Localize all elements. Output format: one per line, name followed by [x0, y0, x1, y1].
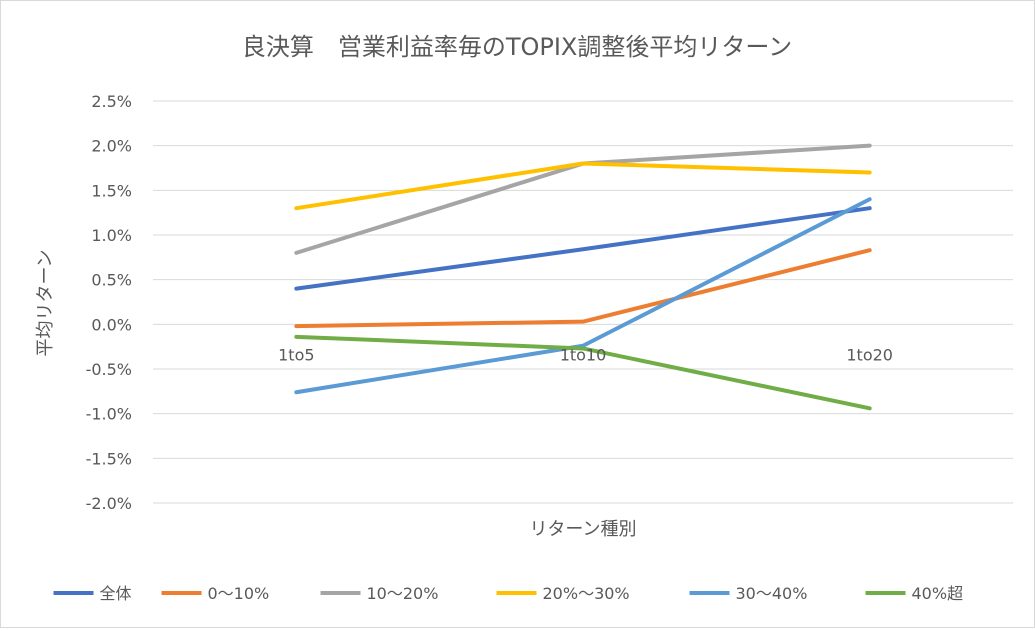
y-axis-ticks: 2.5% 2.0% 1.5% 1.0% 0.5% 0.0% -0.5% -1.0% -1.5% -… — [86, 92, 132, 513]
y-tick-label: -1.5% — [86, 449, 132, 468]
x-tick-label: 1to20 — [846, 345, 893, 364]
y-tick-label: 0.0% — [91, 315, 132, 334]
legend-entry: 40%超 — [912, 584, 964, 603]
y-axis-label: 平均リターン — [35, 249, 56, 356]
x-tick-label: 1to5 — [278, 345, 314, 364]
legend-entry: 20%～30% — [543, 584, 630, 603]
chart-title: 良決算 営業利益率毎のTOPIX調整後平均リターン — [242, 33, 792, 61]
legend-entry: 10～20% — [367, 584, 439, 603]
legend: 全体 0～10% 10～20% 20%～30% 30～40% 40%超 — [53, 584, 964, 603]
y-tick-label: -2.0% — [86, 494, 132, 513]
series-line — [294, 248, 872, 329]
x-axis-label: リターン種別 — [529, 519, 636, 540]
y-tick-label: 2.0% — [91, 137, 132, 156]
series-line — [294, 334, 872, 411]
x-axis-ticks: 1to5 1to10 1to20 — [278, 345, 893, 364]
gridlines — [153, 100, 1013, 504]
y-tick-label: -1.0% — [86, 405, 132, 424]
series-lines — [294, 143, 872, 411]
legend-entry: 全体 — [100, 584, 132, 603]
x-tick-label: 1to10 — [560, 345, 607, 364]
legend-entry: 30～40% — [736, 584, 808, 603]
y-tick-label: 1.0% — [91, 226, 132, 245]
series-line — [294, 161, 872, 211]
y-tick-label: 1.5% — [91, 181, 132, 200]
series-line — [294, 206, 872, 291]
legend-entry: 0～10% — [208, 584, 270, 603]
y-tick-label: -0.5% — [86, 360, 132, 379]
y-tick-label: 2.5% — [91, 92, 132, 111]
series-line — [294, 197, 872, 395]
y-tick-label: 0.5% — [91, 271, 132, 290]
